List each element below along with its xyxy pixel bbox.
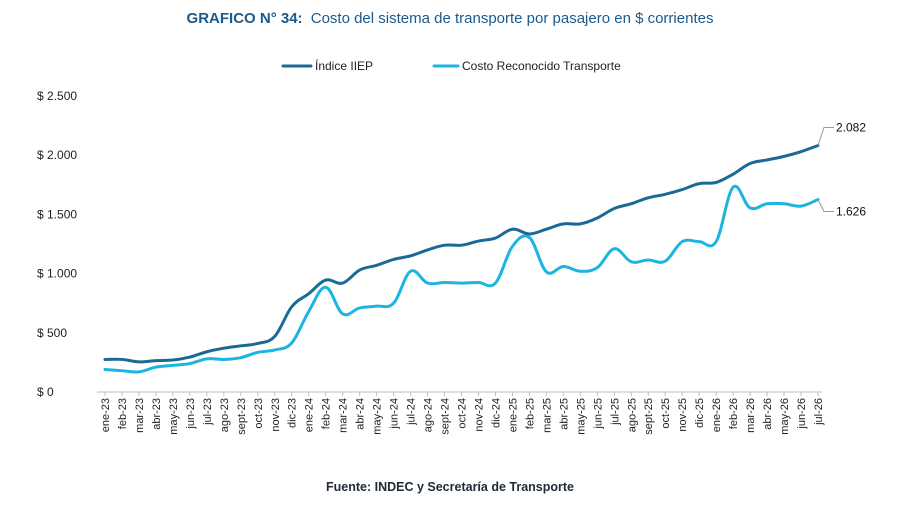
x-tick-label: nov-23 [270, 398, 282, 432]
end-label-leader [817, 199, 834, 212]
end-label: 1.626 [836, 204, 866, 218]
y-tick-label: $ 2.500 [37, 89, 77, 103]
chart-title: GRAFICO N° 34: Costo del sistema de tran… [187, 10, 714, 27]
x-tick-label: abr-23 [151, 398, 163, 430]
x-tick-label: abr-26 [762, 398, 774, 430]
series-line-costo-reconocido [103, 184, 820, 374]
x-tick-label: mar-26 [745, 398, 757, 433]
chart-title-number: GRAFICO N° 34: [187, 10, 303, 27]
x-tick-label: ago-25 [626, 398, 638, 432]
x-tick-label: oct-23 [253, 398, 265, 429]
x-tick-label: feb-26 [728, 398, 740, 429]
x-tick-label: may-23 [168, 398, 180, 435]
x-tick-label: ene-26 [711, 398, 723, 432]
x-tick-label: jun-26 [796, 398, 808, 430]
x-tick-label: ago-23 [219, 398, 231, 432]
y-tick-label: $ 1.500 [37, 207, 77, 221]
series-line-indice-iiep [103, 143, 820, 364]
x-tick-label: jul-25 [609, 398, 621, 426]
series-lines [103, 143, 820, 374]
end-labels: 2.082 1.626 [817, 120, 866, 218]
x-tick-label: nov-25 [677, 398, 689, 432]
y-tick-label: $ 500 [37, 326, 67, 340]
source-note: Fuente: INDEC y Secretaría de Transporte [326, 480, 574, 494]
x-tick-label: ene-23 [100, 398, 112, 432]
x-tick-label: abr-25 [558, 398, 570, 430]
x-tick-label: sept-25 [643, 398, 655, 435]
x-tick-label: mar-24 [338, 398, 350, 433]
x-tick-label: jul-24 [406, 398, 418, 426]
chart-title-text: Costo del sistema de transporte por pasa… [311, 10, 714, 27]
y-tick-label: $ 2.000 [37, 148, 77, 162]
x-tick-label: sept-24 [440, 398, 452, 435]
x-tick-label: jul-23 [202, 398, 214, 426]
x-tick-label: ene-25 [507, 398, 519, 432]
x-tick-label: oct-24 [457, 398, 469, 429]
x-tick-label: jun-24 [389, 398, 401, 430]
x-tick-label: feb-24 [321, 398, 333, 429]
x-tick-label: oct-25 [660, 398, 672, 429]
x-tick-label: abr-24 [355, 398, 367, 430]
legend-label: Costo Reconocido Transporte [462, 59, 621, 73]
y-tick-label: $ 0 [37, 385, 54, 399]
x-tick-label: feb-23 [117, 398, 129, 429]
x-tick-label: dic-23 [287, 398, 299, 428]
y-tick-label: $ 1.000 [37, 267, 77, 281]
x-tick-label: dic-25 [694, 398, 706, 428]
legend: Índice IIEP Costo Reconocido Transporte [281, 58, 621, 73]
x-tick-label: ene-24 [304, 398, 316, 432]
x-tick-label: mar-25 [541, 398, 553, 433]
end-label: 2.082 [836, 120, 866, 134]
x-tick-label: dic-24 [490, 398, 502, 428]
y-axis: $ 0 $ 500 $ 1.000 $ 1.500 $ 2.000 $ 2.500 [37, 89, 77, 399]
x-tick-label: may-24 [372, 398, 384, 435]
x-axis: ene-23 feb-23 mar-23 abr-23 may-23 jun-23 jul-… [97, 391, 825, 435]
x-tick-label: may-25 [575, 398, 587, 435]
legend-label: Índice IIEP [315, 58, 373, 73]
x-tick-label: mar-23 [134, 398, 146, 433]
x-tick-label: nov-24 [473, 398, 485, 432]
x-tick-label: sept-23 [236, 398, 248, 435]
x-tick-label: jul-26 [813, 398, 825, 426]
x-tick-label: jun-25 [592, 398, 604, 430]
x-tick-label: ago-24 [423, 398, 435, 432]
x-tick-label: feb-25 [524, 398, 536, 429]
x-tick-label: may-26 [779, 398, 791, 435]
end-label-leader [817, 126, 834, 146]
x-tick-label: jun-23 [185, 398, 197, 430]
